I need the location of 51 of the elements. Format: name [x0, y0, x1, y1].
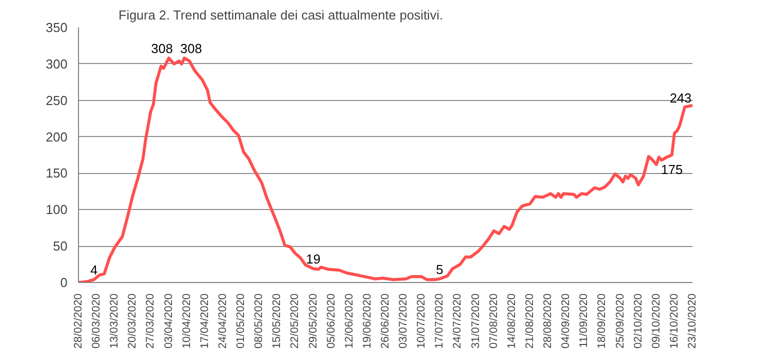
x-tick-label: 31/07/2020: [470, 293, 482, 349]
data-label: 243: [670, 90, 692, 106]
x-tick-label: 15/05/2020: [271, 293, 284, 349]
x-tick-label: 10/07/2020: [416, 293, 428, 349]
x-tick-label: 19/06/2020: [361, 293, 374, 349]
chart-title: Figura 2. Trend settimanale dei casi attualmente positivi.: [118, 8, 443, 22]
x-tick-label: 18/09/2020: [596, 293, 608, 349]
data-label: 308: [151, 41, 173, 56]
data-label: 175: [661, 162, 683, 177]
x-tick-label: 03/07/2020: [398, 293, 410, 349]
x-tick-label: 02/10/2020: [632, 293, 644, 349]
x-tick-label: 06/03/2020: [90, 293, 103, 349]
x-tick-label: 09/10/2020: [650, 293, 662, 349]
x-tick-label: 01/05/2020: [235, 293, 248, 349]
x-tick-label: 21/08/2020: [524, 293, 536, 349]
x-tick-label: 27/03/2020: [144, 293, 157, 349]
x-tick-label: 05/06/2020: [325, 293, 338, 349]
x-tick-label: 25/09/2020: [614, 293, 626, 349]
x-tick-label: 17/07/2020: [434, 293, 446, 349]
x-tick-label: 11/09/2020: [578, 293, 590, 348]
x-tick-label: 22/05/2020: [289, 293, 302, 349]
x-tick-label: 14/08/2020: [506, 293, 518, 349]
y-tick-label: 100: [46, 202, 68, 218]
x-tick-label: 13/03/2020: [108, 293, 121, 349]
y-tick-label: 250: [46, 92, 68, 108]
x-tick-label: 26/06/2020: [380, 293, 392, 349]
x-tick-label: 16/10/2020: [668, 293, 680, 349]
x-tick-label: 10/04/2020: [180, 293, 193, 349]
x-tick-label: 24/04/2020: [216, 293, 229, 349]
x-tick-label: 12/06/2020: [343, 293, 356, 349]
y-tick-label: 150: [46, 166, 68, 181]
x-tick-label: 23/10/2020: [686, 293, 698, 349]
x-tick-label: 20/03/2020: [126, 293, 139, 349]
y-tick-label: 350: [46, 20, 68, 35]
y-tick-label: 300: [46, 56, 68, 72]
y-tick-label: 0: [60, 275, 68, 290]
x-tick-label: 28/02/2020: [72, 293, 84, 349]
x-tick-label: 08/05/2020: [253, 293, 266, 349]
x-tick-label: 03/04/2020: [162, 293, 175, 349]
x-tick-label: 17/04/2020: [198, 293, 211, 349]
y-tick-label: 50: [53, 238, 68, 254]
x-tick-label: 04/09/2020: [560, 293, 572, 349]
x-tick-label: 07/08/2020: [488, 293, 500, 349]
x-tick-label: 24/07/2020: [452, 293, 464, 349]
data-label: 308: [180, 41, 202, 56]
x-tick-label: 29/05/2020: [307, 293, 320, 349]
data-label: 4: [90, 262, 98, 278]
x-tick-label: 28/08/2020: [542, 293, 554, 349]
data-label: 5: [436, 262, 444, 277]
y-tick-label: 200: [46, 129, 68, 144]
data-label: 19: [306, 252, 321, 267]
